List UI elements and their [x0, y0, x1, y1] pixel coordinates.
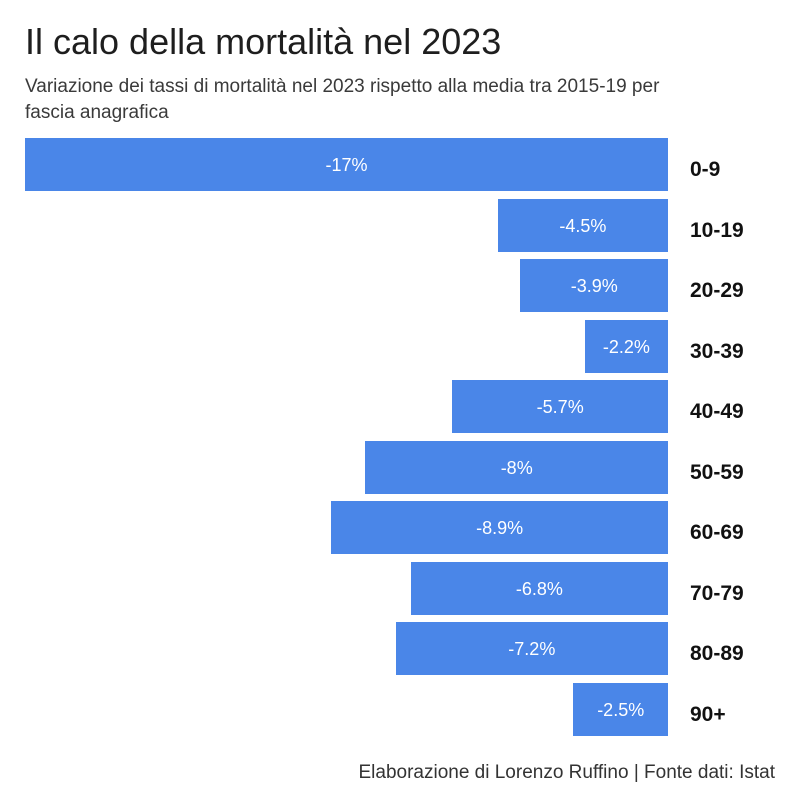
category-label: 0-9: [690, 158, 721, 181]
data-label: -6.8%: [515, 578, 563, 599]
data-label: -7.2%: [508, 639, 556, 659]
chart-subtitle: Variazione dei tassi di mortalità nel 20…: [25, 76, 660, 123]
category-label: 90+: [690, 702, 726, 726]
bar: -3.9%: [520, 259, 668, 312]
bar: -6.8%: [410, 561, 668, 615]
chart-title: Il calo della mortalità nel 2023: [25, 21, 502, 62]
data-label: -8.9%: [476, 518, 524, 538]
category-label: 40-49: [690, 400, 744, 423]
data-label: -17%: [325, 155, 368, 175]
bar: -17%: [25, 138, 668, 191]
data-label: -2.2%: [602, 336, 650, 357]
category-label: 50-59: [690, 460, 744, 484]
source-credit: Elaborazione di Lorenzo Ruffino | Fonte …: [358, 762, 775, 783]
category-label: 60-69: [690, 521, 744, 544]
bar: -5.7%: [452, 380, 668, 433]
category-label: 80-89: [690, 642, 744, 665]
data-label: -4.5%: [559, 215, 607, 236]
data-label: -8%: [500, 457, 533, 478]
bar: -8.9%: [331, 501, 668, 554]
category-label: 20-29: [690, 279, 744, 302]
bar: -8%: [365, 440, 668, 494]
bar: -7.2%: [395, 622, 668, 675]
bar: -4.5%: [497, 198, 668, 252]
data-label: -5.7%: [536, 397, 584, 417]
data-label: -2.5%: [597, 699, 645, 720]
data-label: -3.9%: [570, 276, 618, 296]
category-label: 70-79: [690, 581, 744, 605]
bar: -2.2%: [584, 319, 668, 373]
category-label: 10-19: [690, 218, 744, 242]
category-label: 30-39: [690, 339, 744, 363]
bar: -2.5%: [573, 682, 668, 736]
